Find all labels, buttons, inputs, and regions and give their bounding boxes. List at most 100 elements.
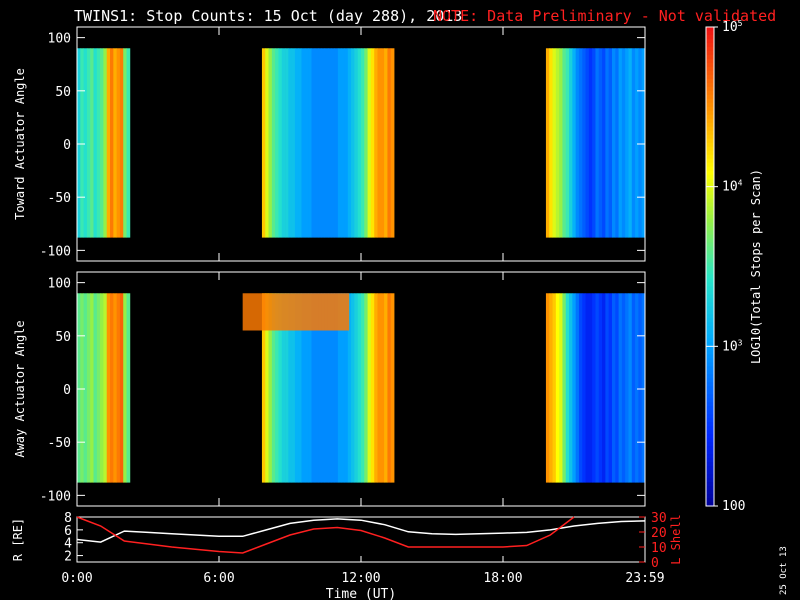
color-bar-swatch (706, 102, 714, 108)
heatmap-cell (281, 48, 286, 238)
color-bar-swatch (706, 462, 714, 467)
y-tick-label: 0 (63, 138, 71, 153)
color-bar-swatch (706, 266, 714, 272)
color-bar-swatch (706, 326, 714, 331)
heatmap-cell (344, 48, 349, 238)
y-right-tick-label: 30 (651, 511, 667, 526)
away-heatmap-panel: 100 50 0 -50 -100 Away Actuator Angle (13, 271, 646, 507)
heatmap-cell (285, 48, 289, 238)
color-bar-swatch (706, 338, 714, 343)
color-bar-swatch (706, 466, 714, 471)
heatmap-cell (331, 293, 335, 483)
heatmap-cell (288, 48, 293, 238)
heatmap-cell (126, 293, 131, 483)
heatmap-cell (90, 293, 94, 483)
heatmap-cell (93, 48, 98, 238)
color-bar-swatch (706, 218, 714, 224)
color-bar-swatch (706, 114, 714, 120)
figure-title: TWINS1: Stop Counts: 15 Oct (day 288), 2… (74, 7, 462, 25)
y-tick-label: -50 (48, 191, 71, 206)
color-bar-swatch (706, 214, 714, 220)
heatmap-cell (585, 48, 590, 238)
heatmap-cell (387, 293, 392, 483)
heatmap-cell (294, 48, 299, 238)
heatmap-cell (311, 48, 316, 238)
color-bar-swatch (706, 390, 714, 395)
heatmap-cell (80, 293, 84, 483)
color-bar-swatch (706, 42, 714, 48)
heatmap-cell (384, 48, 388, 238)
heatmap-cell (357, 48, 362, 238)
heatmap-cell (268, 48, 273, 238)
color-bar-swatch (706, 146, 714, 152)
color-bar-swatch (706, 230, 714, 236)
color-bar-swatch (706, 50, 714, 56)
heatmap-cell (611, 293, 616, 483)
heatmap-cell (103, 293, 108, 483)
heatmap-cell (271, 48, 276, 238)
heatmap-cell (321, 48, 326, 238)
heatmap-cell (565, 293, 570, 483)
heatmap-cell (641, 48, 646, 238)
heatmap-cell (318, 48, 322, 238)
color-bar-swatch (706, 362, 714, 367)
heatmap-cell (559, 293, 563, 483)
color-bar-swatch (706, 498, 714, 503)
heatmap-cell (116, 48, 121, 238)
heatmap-cell (387, 48, 392, 238)
heatmap-cell (123, 293, 127, 483)
color-bar-swatch (706, 158, 714, 164)
heatmap-cell (367, 293, 372, 483)
color-bar-swatch (706, 118, 714, 124)
heatmap-cell (608, 293, 613, 483)
heatmap-cell (311, 293, 316, 483)
color-bar-swatch (706, 190, 714, 196)
color-bar-swatch (706, 126, 714, 132)
preliminary-note: NOTE: Data Preliminary - Not validated (433, 7, 776, 25)
color-bar-swatch (706, 226, 714, 232)
heatmap-cell (625, 48, 629, 238)
heatmap-cell (86, 48, 91, 238)
r-distance-line (76, 518, 646, 543)
heatmap-cell (635, 48, 639, 238)
heatmap-cell (261, 48, 266, 238)
color-bar-swatch (706, 38, 714, 44)
color-bar-swatch (706, 414, 714, 419)
heatmap-cell (354, 48, 359, 238)
color-bar-swatch (706, 90, 714, 96)
heatmap-cell (562, 293, 567, 483)
heatmap-cell (308, 48, 312, 238)
heatmap-cell (625, 293, 629, 483)
heatmap-cell (324, 293, 329, 483)
heatmap-cell (588, 48, 593, 238)
heatmap-cell (113, 293, 118, 483)
color-bar: 100 103 104 105 LOG10(Total Stops per Scan) (705, 19, 763, 514)
color-bar-swatch (706, 358, 714, 363)
heatmap-cell (364, 48, 368, 238)
heatmap-cell (602, 48, 606, 238)
heatmap-cell (298, 293, 302, 483)
color-bar-swatch (706, 242, 714, 248)
heatmap-cell (77, 48, 81, 238)
color-bar-swatch (706, 170, 714, 176)
heatmap-cell (631, 48, 636, 238)
color-bar-swatch (706, 66, 714, 72)
heatmap-cell (545, 293, 550, 483)
y-tick-label: 50 (55, 330, 71, 345)
heatmap-cell (314, 48, 319, 238)
color-bar-tick-label: 105 (722, 19, 743, 35)
heatmap-cell (364, 293, 368, 483)
color-bar-swatch (706, 262, 714, 268)
heatmap-cell (549, 48, 553, 238)
color-bar-swatch (706, 62, 714, 68)
heatmap-cell (608, 48, 613, 238)
heatmap-cell (351, 48, 355, 238)
heatmap-cell (572, 48, 577, 238)
heatmap-cell (347, 48, 352, 238)
heatmap-cell (370, 293, 375, 483)
heatmap-cell (628, 48, 633, 238)
heatmap-cell (605, 48, 610, 238)
heatmap-cell (278, 48, 283, 238)
heatmap-cell (275, 293, 279, 483)
heatmap-cell (390, 48, 395, 238)
